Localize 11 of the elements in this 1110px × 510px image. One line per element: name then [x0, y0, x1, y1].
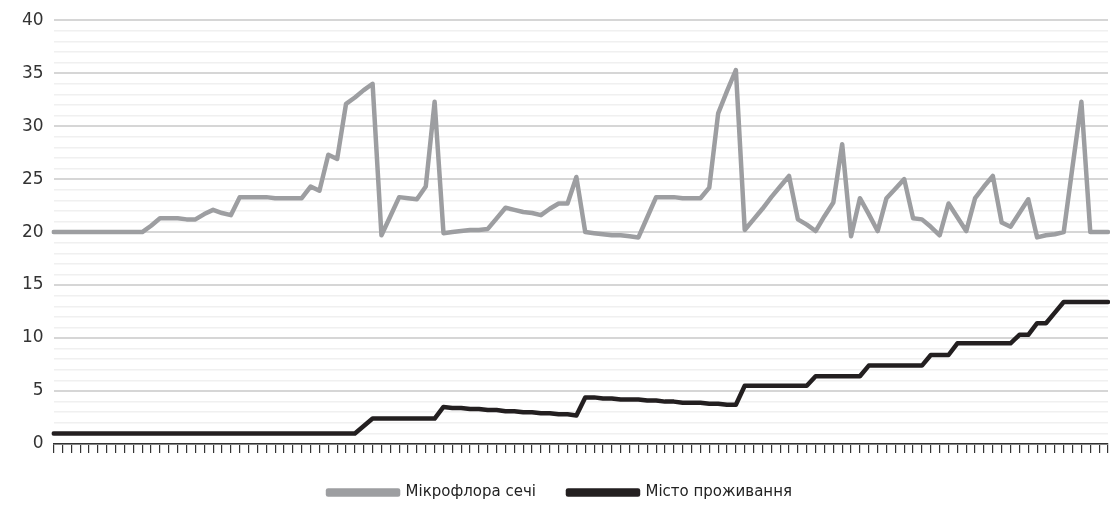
y-tick-label: 5 — [32, 379, 44, 400]
legend-label: Місто проживання — [645, 482, 792, 501]
y-tick-label: 25 — [21, 167, 44, 188]
y-tick-label: 15 — [21, 273, 44, 294]
legend-label: Мікрофлора сечі — [405, 482, 536, 501]
y-tick-label: 10 — [21, 326, 44, 347]
y-tick-label: 40 — [21, 8, 44, 29]
y-tick-label: 30 — [21, 114, 44, 135]
y-tick-label: 35 — [21, 61, 44, 82]
y-tick-label: 20 — [21, 220, 44, 241]
y-tick-label: 0 — [32, 432, 44, 453]
